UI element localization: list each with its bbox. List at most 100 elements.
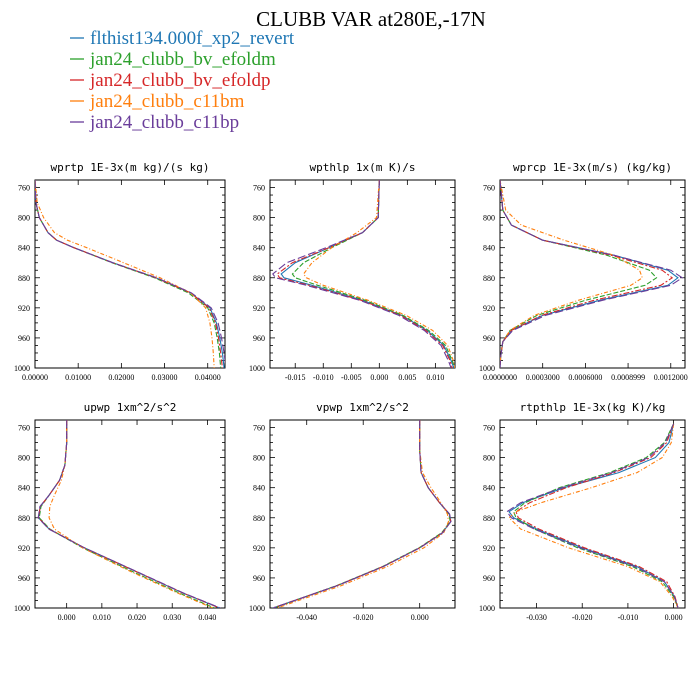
x-tick-label: 0.010 xyxy=(426,373,444,382)
series-line xyxy=(35,180,225,368)
y-tick-label: 920 xyxy=(483,304,495,313)
series-line xyxy=(508,423,679,608)
y-tick-label: 960 xyxy=(483,574,495,583)
y-tick-label: 840 xyxy=(18,484,30,493)
series-line xyxy=(500,180,643,368)
y-tick-label: 800 xyxy=(483,454,495,463)
legend-label: jan24_clubb_bv_efoldp xyxy=(89,70,270,91)
x-tick-label: 0.04000 xyxy=(195,373,221,382)
y-tick-label: 880 xyxy=(483,274,495,283)
y-tick-label: 920 xyxy=(18,544,30,553)
y-tick-label: 920 xyxy=(18,304,30,313)
figure-title: CLUBB VAR at280E,-17N xyxy=(256,7,486,31)
x-tick-label: 0.010 xyxy=(93,613,111,622)
legend-label: jan24_clubb_bv_efoldm xyxy=(89,49,276,70)
y-tick-label: 920 xyxy=(253,544,265,553)
y-tick-label: 1000 xyxy=(249,364,265,373)
panel: rtpthlp 1E-3x(kg K)/kg 760 800 840 880 920 960… xyxy=(479,401,686,622)
panel-title: wpthlp 1x(m K)/s xyxy=(310,161,416,174)
series-line xyxy=(38,420,215,608)
y-tick-label: 960 xyxy=(483,334,495,343)
x-tick-label: 0.000 xyxy=(58,613,76,622)
x-tick-label: 0.0012000 xyxy=(654,373,688,382)
y-tick-label: 960 xyxy=(253,574,265,583)
x-tick-label: -0.005 xyxy=(341,373,362,382)
panel: vpwp 1xm^2/s^2 760 800 840 880 920 960 1000 -0.0… xyxy=(249,401,456,622)
y-tick-label: 1000 xyxy=(14,604,30,613)
series-line xyxy=(515,423,679,608)
y-tick-label: 880 xyxy=(253,274,265,283)
series-line xyxy=(276,180,453,368)
y-tick-label: 920 xyxy=(483,544,495,553)
series-line xyxy=(273,420,452,608)
series-line xyxy=(302,180,455,368)
y-tick-label: 760 xyxy=(483,184,495,193)
y-tick-label: 960 xyxy=(18,574,30,583)
y-tick-label: 760 xyxy=(18,184,30,193)
y-tick-label: 880 xyxy=(18,274,30,283)
y-tick-label: 840 xyxy=(18,244,30,253)
legend-label: jan24_clubb_c11bm xyxy=(89,91,245,112)
y-tick-label: 920 xyxy=(253,304,265,313)
legend-label: jan24_clubb_c11bp xyxy=(89,112,239,133)
x-tick-label: 0.0006000 xyxy=(568,373,602,382)
x-tick-label: 0.000 xyxy=(370,373,388,382)
panel-title: wprcp 1E-3x(m/s) (kg/kg) xyxy=(513,161,672,174)
series-line xyxy=(280,180,455,368)
y-tick-label: 840 xyxy=(483,244,495,253)
series-line xyxy=(35,180,215,368)
plot-frame xyxy=(499,179,686,369)
y-tick-label: 800 xyxy=(483,214,495,223)
plot-frame xyxy=(269,179,456,369)
y-tick-label: 800 xyxy=(18,214,30,223)
series-line xyxy=(508,423,679,608)
series-line xyxy=(48,420,213,608)
series-line xyxy=(272,180,452,368)
y-tick-label: 880 xyxy=(483,514,495,523)
panel: upwp 1xm^2/s^2 760 800 840 880 920 960 1000 0.00… xyxy=(14,401,226,622)
x-tick-label: -0.010 xyxy=(313,373,334,382)
series-line xyxy=(35,180,225,366)
series-line xyxy=(500,180,658,368)
series-line xyxy=(37,420,220,608)
x-tick-label: -0.015 xyxy=(285,373,306,382)
x-tick-label: -0.040 xyxy=(296,613,317,622)
series-line xyxy=(276,420,450,608)
panel-title: wprtp 1E-3x(m kg)/(s kg) xyxy=(51,161,210,174)
series-line xyxy=(506,423,679,608)
series-line xyxy=(37,420,221,608)
y-tick-label: 760 xyxy=(18,424,30,433)
plot-frame xyxy=(499,419,686,609)
x-tick-label: 0.040 xyxy=(198,613,216,622)
y-tick-label: 760 xyxy=(483,424,495,433)
series-line xyxy=(272,420,452,608)
series-line xyxy=(500,180,679,368)
x-tick-label: 0.000 xyxy=(665,613,683,622)
x-tick-label: 0.000 xyxy=(411,613,429,622)
panel-title: vpwp 1xm^2/s^2 xyxy=(316,401,409,414)
x-tick-label: 0.01000 xyxy=(65,373,91,382)
panel: wpthlp 1x(m K)/s 760 800 840 880 920 960 1000 -0… xyxy=(249,161,456,382)
plot-frame xyxy=(269,419,456,609)
x-tick-label: -0.010 xyxy=(618,613,639,622)
x-tick-label: 0.005 xyxy=(398,373,416,382)
series-line xyxy=(35,180,222,368)
y-tick-label: 960 xyxy=(253,334,265,343)
x-tick-label: 0.00000 xyxy=(22,373,48,382)
series-line xyxy=(272,420,452,608)
series-line xyxy=(513,423,679,608)
x-tick-label: 0.030 xyxy=(163,613,181,622)
series-line xyxy=(500,180,674,368)
y-tick-label: 800 xyxy=(18,454,30,463)
x-tick-label: -0.020 xyxy=(572,613,593,622)
x-tick-label: -0.030 xyxy=(526,613,547,622)
x-tick-label: 0.03000 xyxy=(152,373,178,382)
x-tick-label: 0.02000 xyxy=(108,373,134,382)
y-tick-label: 800 xyxy=(253,214,265,223)
x-tick-label: 0.020 xyxy=(128,613,146,622)
x-tick-label: 0.0000000 xyxy=(483,373,517,382)
y-tick-label: 1000 xyxy=(479,604,495,613)
panel-title: upwp 1xm^2/s^2 xyxy=(84,401,177,414)
panels: wprtp 1E-3x(m kg)/(s kg) 760 800 840 880 920 9… xyxy=(14,161,688,622)
